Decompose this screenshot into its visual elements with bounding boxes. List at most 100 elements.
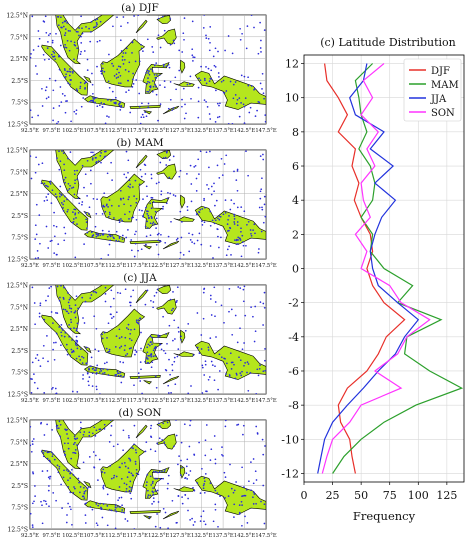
scatter-dot (212, 55, 215, 58)
lon-label: 122.5°E (148, 398, 169, 404)
map-title: (c) JJA (123, 272, 157, 284)
lat-label: 2.5°N (10, 191, 28, 198)
scatter-dot (243, 285, 246, 288)
map-title: (b) MAM (116, 137, 164, 149)
scatter-dot (112, 65, 115, 67)
scatter-dot (72, 186, 75, 189)
scatter-dot (201, 220, 203, 223)
lon-label: 92.5°E (21, 533, 39, 539)
scatter-dot (60, 16, 62, 19)
scatter-dot (158, 74, 161, 77)
series-line-jja (317, 63, 420, 474)
scatter-dot (102, 204, 105, 207)
scatter-dot (233, 221, 236, 223)
scatter-dot (55, 341, 57, 344)
scatter-dot (79, 87, 81, 90)
scatter-dot (107, 254, 110, 256)
scatter-dot (70, 508, 72, 511)
scatter-dot (59, 185, 62, 188)
scatter-dot (159, 84, 161, 86)
scatter-dot (227, 35, 230, 37)
scatter-dot (118, 105, 121, 107)
island (129, 374, 161, 380)
scatter-dot (92, 101, 95, 103)
scatter-dot (79, 348, 82, 351)
scatter-dot (199, 150, 202, 153)
scatter-dot (148, 73, 151, 76)
scatter-dot (165, 65, 168, 68)
island (55, 15, 115, 65)
scatter-dot (30, 444, 32, 447)
scatter-dot (137, 319, 140, 321)
scatter-dot (45, 225, 48, 228)
scatter-dot (59, 435, 62, 438)
scatter-dot (47, 489, 50, 492)
scatter-dot (120, 381, 123, 384)
scatter-dot (214, 315, 216, 318)
map-panel-mam: (b) MAM 12.5°N 7.5°N 2.5°N 2.5°S 7.5°S 12.5°S… (0, 135, 280, 270)
scatter-dot (94, 454, 97, 457)
scatter-dot (64, 46, 66, 49)
scatter-dot (149, 335, 152, 338)
scatter-dot (50, 239, 53, 242)
scatter-dot (121, 59, 124, 61)
scatter-dot (172, 339, 174, 342)
lon-label: 92.5°E (21, 263, 39, 269)
scatter-dot (141, 113, 144, 116)
scatter-dot (60, 194, 63, 197)
scatter-dot (263, 29, 266, 31)
island (100, 443, 146, 493)
scatter-dot (147, 354, 149, 357)
lat-label: 12.5°S (8, 392, 28, 399)
scatter-dot (258, 248, 260, 250)
scatter-dot (161, 15, 164, 18)
scatter-dot (186, 458, 189, 461)
scatter-dot (163, 470, 166, 473)
scatter-dot (192, 486, 194, 489)
scatter-dot (47, 41, 49, 43)
scatter-dot (46, 199, 49, 202)
scatter-dot (52, 89, 55, 92)
scatter-dot (186, 173, 188, 175)
scatter-dot (111, 62, 113, 65)
scatter-dot (52, 119, 54, 122)
scatter-dot (175, 239, 178, 241)
scatter-dot (124, 344, 126, 347)
scatter-dot (152, 51, 155, 53)
scatter-dot (145, 185, 148, 188)
lon-label: 107.5°E (84, 128, 105, 134)
scatter-dot (259, 47, 262, 49)
scatter-dot (228, 229, 230, 232)
scatter-dot (58, 105, 61, 107)
scatter-dot (240, 227, 242, 230)
scatter-dot (224, 476, 227, 478)
scatter-dot (74, 310, 77, 312)
scatter-dot (146, 357, 149, 360)
scatter-dot (45, 299, 47, 302)
scatter-dot (62, 203, 64, 206)
scatter-dot (163, 63, 165, 66)
scatter-dots (30, 420, 266, 529)
scatter-dot (261, 72, 264, 75)
scatter-dot (162, 65, 165, 68)
scatter-dot (133, 443, 135, 446)
scatter-dot (67, 208, 69, 211)
island (83, 230, 126, 243)
scatter-dot (54, 79, 57, 82)
scatter-dot (140, 248, 143, 251)
scatter-dot (125, 487, 128, 490)
scatter-dot (134, 60, 137, 63)
scatter-dot (115, 77, 118, 79)
scatter-dot (156, 74, 158, 76)
scatter-dot (197, 116, 200, 119)
scatter-dot (181, 98, 183, 101)
scatter-dot (154, 83, 156, 86)
scatter-dot (64, 94, 66, 97)
scatter-dot (168, 324, 171, 327)
scatter-dot (253, 88, 255, 91)
scatter-dot (196, 346, 199, 349)
scatter-dot (119, 292, 122, 295)
scatter-dot (127, 323, 130, 326)
scatter-dot (63, 239, 66, 242)
scatter-dot (70, 40, 72, 43)
